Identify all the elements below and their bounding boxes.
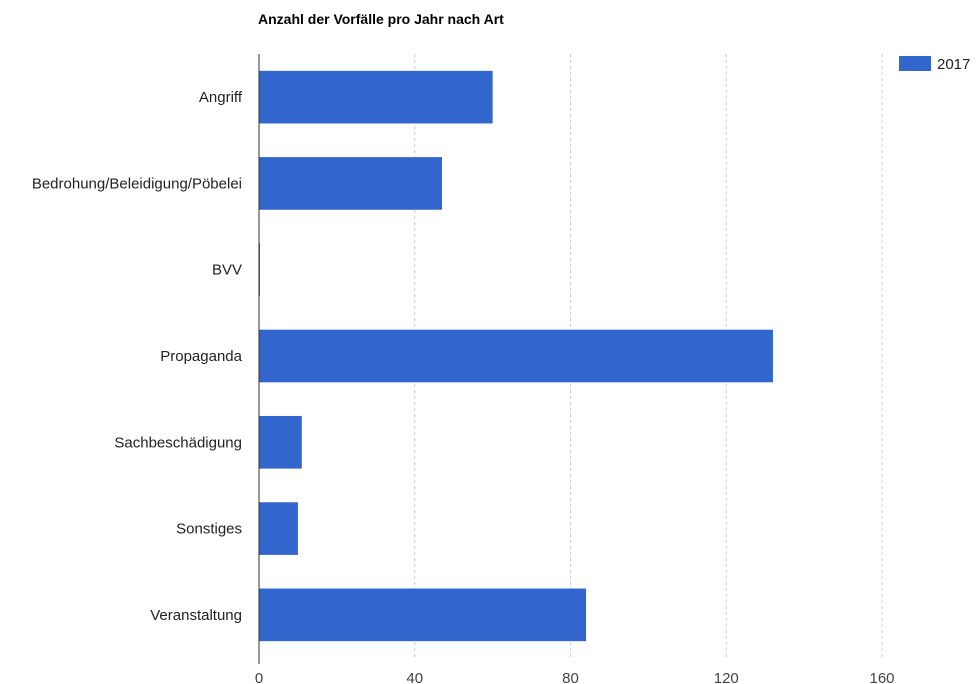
category-label: Bedrohung/Beleidigung/Pöbelei <box>32 175 242 192</box>
category-label: Veranstaltung <box>150 607 242 624</box>
bar[interactable] <box>259 502 298 555</box>
legend-swatch <box>899 56 931 71</box>
x-tick-label: 0 <box>255 670 263 684</box>
legend[interactable]: 2017 <box>899 56 970 73</box>
x-tick-label: 120 <box>714 670 739 684</box>
x-tick-label: 80 <box>562 670 579 684</box>
x-tick-labels: 0 40 80 120 160 <box>255 670 895 684</box>
category-label: BVV <box>212 262 242 279</box>
x-tick-label: 40 <box>406 670 423 684</box>
category-label: Propaganda <box>160 348 242 365</box>
x-tick-label: 160 <box>869 670 894 684</box>
legend-label: 2017 <box>937 56 970 73</box>
bars <box>259 70 773 642</box>
chart-title: Anzahl der Vorfälle pro Jahr nach Art <box>258 11 504 27</box>
bar[interactable] <box>259 329 773 383</box>
category-label: Angriff <box>199 89 243 106</box>
bar[interactable] <box>259 588 587 642</box>
category-label: Sachbeschädigung <box>114 434 242 451</box>
bar[interactable] <box>259 157 443 210</box>
bar[interactable] <box>259 415 302 469</box>
category-label: Sonstiges <box>176 521 242 538</box>
bar[interactable] <box>259 70 493 124</box>
category-labels: Angriff Bedrohung/Beleidigung/Pöbelei BVV P… <box>32 89 243 624</box>
